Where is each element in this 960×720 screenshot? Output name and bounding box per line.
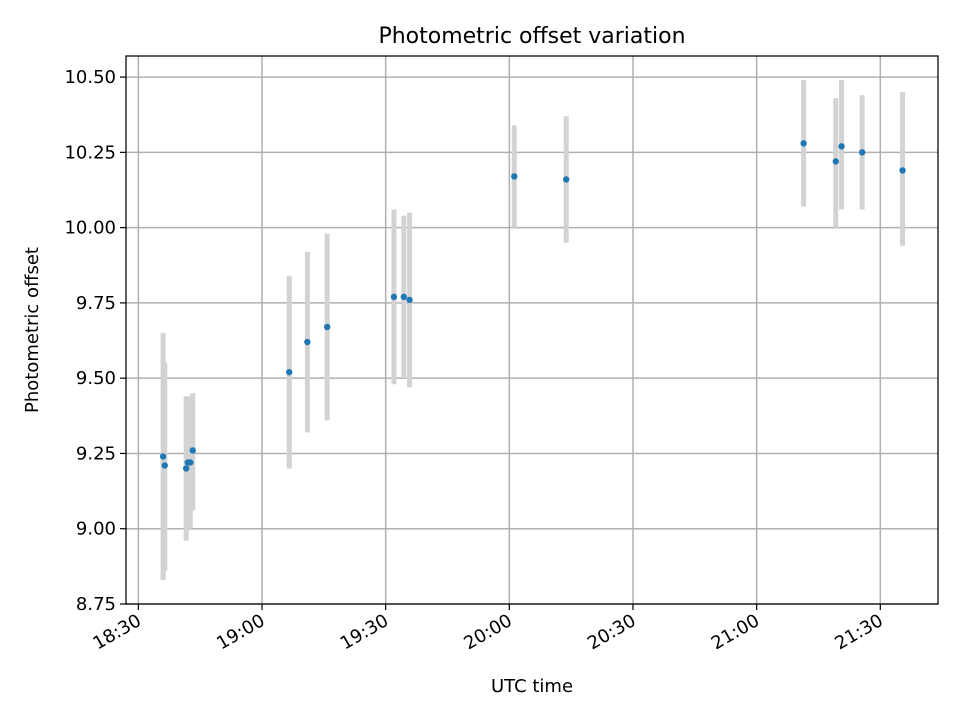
- data-point: [832, 158, 839, 165]
- data-point: [286, 368, 293, 376]
- data-point: [187, 459, 194, 466]
- y-tick-label: 9.50: [76, 368, 116, 389]
- data-point: [182, 465, 190, 472]
- y-tick-label: 10.25: [64, 142, 116, 163]
- y-tick-label: 10.50: [64, 67, 116, 88]
- x-tick-label: 18:30: [89, 610, 144, 654]
- data-point: [189, 447, 196, 454]
- x-tick-label: 19:00: [213, 610, 268, 654]
- x-tick-label: 20:00: [460, 610, 515, 654]
- y-axis: 8.75 9.00 9.25 9.50 9.75 10.00 10.25 10.50: [64, 67, 126, 615]
- data-point: [563, 176, 570, 183]
- x-axis: 18:30 19:00 19:30 20:00 20:30 21:00 21:30: [89, 604, 887, 654]
- x-tick-label: 21:30: [831, 610, 886, 654]
- data-point: [838, 143, 845, 150]
- y-tick-label: 9.00: [76, 519, 116, 540]
- y-tick-label: 9.75: [76, 293, 116, 314]
- data-point: [858, 149, 866, 156]
- plot-frame: [125, 55, 939, 605]
- y-tick-label: 10.00: [64, 218, 116, 239]
- y-axis-title: Photometric offset: [22, 247, 43, 413]
- x-tick-label: 21:00: [708, 610, 763, 654]
- x-axis-title: UTC time: [491, 676, 573, 697]
- plot-area: [126, 56, 938, 604]
- data-point: [899, 167, 906, 174]
- x-tick-label: 20:30: [584, 610, 639, 654]
- data-point: [800, 140, 807, 147]
- data-point: [159, 453, 167, 460]
- data-points: [159, 140, 906, 472]
- y-tick-label: 8.75: [76, 594, 116, 615]
- y-tick-label: 9.25: [76, 443, 116, 464]
- data-point: [406, 296, 413, 304]
- data-point: [161, 462, 168, 469]
- data-point: [304, 338, 311, 346]
- data-point: [511, 173, 518, 180]
- data-point: [390, 293, 398, 301]
- x-tick-label: 19:30: [337, 610, 392, 654]
- data-point: [400, 293, 408, 301]
- data-point: [323, 323, 331, 331]
- chart-title: Photometric offset variation: [378, 24, 685, 49]
